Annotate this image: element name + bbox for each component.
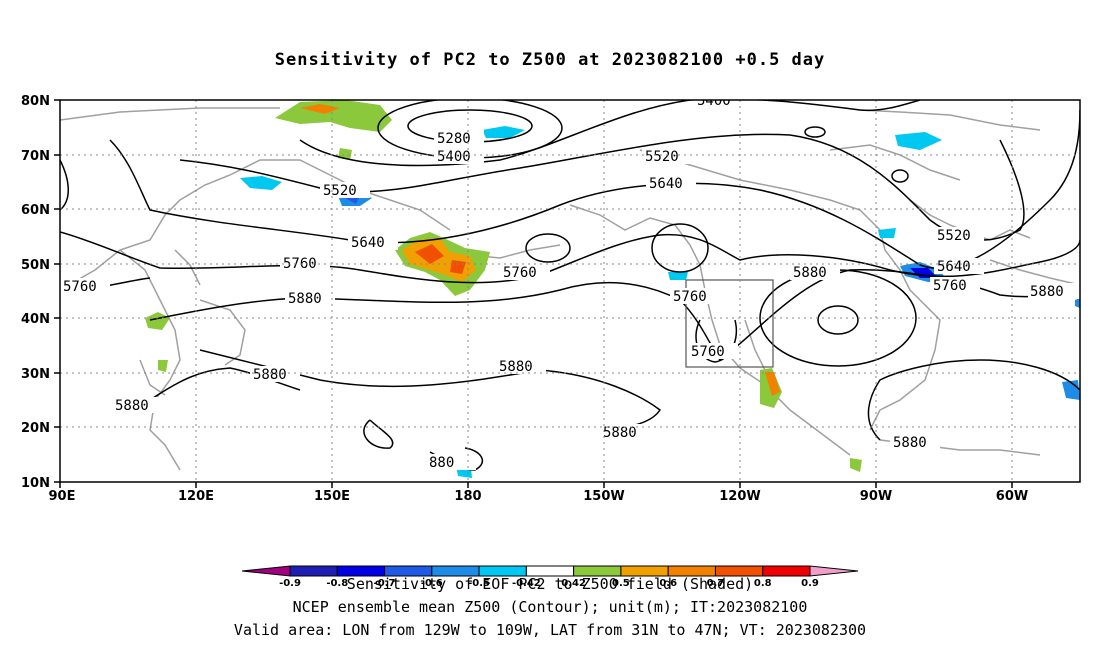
contour-label: 5760 — [933, 278, 967, 294]
contour-label: 5760 — [673, 289, 707, 305]
colorbar — [241, 565, 859, 577]
colorbar-tick-label: 0.6 — [659, 578, 677, 589]
shading-blob — [482, 126, 525, 138]
contour-5760-c — [695, 319, 737, 363]
colorbar-tick-label: -0.5 — [468, 578, 490, 589]
contour-5400 — [299, 100, 921, 167]
contour-5760-closed-b — [651, 223, 709, 273]
contour-label: 5520 — [323, 183, 357, 199]
lat-label: 30N — [21, 367, 50, 382]
contour-label: 5880 — [1030, 284, 1064, 300]
shading-blob — [895, 132, 942, 150]
sensitivity-shading — [145, 100, 1080, 478]
gridlines — [60, 100, 1080, 482]
caption-shading: Sensitivity of EOF PC2 to Z500 field (Sh… — [346, 575, 754, 593]
contour-5640 — [109, 109, 1080, 269]
contour-label: 5880 — [253, 367, 287, 383]
coastlines — [60, 107, 1080, 471]
contour-label: 5760 — [63, 279, 97, 295]
shading-blob — [765, 372, 780, 396]
contour-5760-closed-a — [525, 233, 571, 263]
contour-5910-closed — [817, 305, 859, 335]
colorbar-tick-labels: -0.9 -0.8 -0.7 -0.6 -0.5 -0.42 0.42 0.5 0.6 0.7 0.… — [279, 578, 819, 589]
lat-label: 70N — [21, 149, 50, 164]
shading-blob — [240, 176, 282, 190]
contour-label: 5880 — [288, 291, 322, 307]
z500-contours — [60, 100, 1080, 471]
lon-label: 60W — [996, 489, 1028, 504]
colorbar-tick-label: 0.9 — [801, 578, 819, 589]
contour-label: 5880 — [115, 398, 149, 414]
shading-blob — [668, 272, 688, 280]
shading-blob — [145, 312, 170, 330]
colorbar-tick-label: -0.42 — [512, 578, 541, 589]
lon-label: 150E — [314, 489, 350, 504]
colorbar-swatch — [809, 565, 859, 577]
contour-5880-closed — [759, 269, 917, 367]
lon-labels: 90E 120E 150E 180 150W 120W 90W 60W — [49, 489, 1029, 504]
lat-label: 20N — [21, 421, 50, 436]
map-frame — [59, 99, 1081, 483]
colorbar-tick-label: -0.7 — [374, 578, 396, 589]
colorbar-tick-label: -0.9 — [279, 578, 301, 589]
lon-label: 120E — [178, 489, 214, 504]
contour-5760 — [60, 231, 1080, 284]
contour-5520 — [179, 133, 1025, 241]
shading-blob — [1075, 298, 1080, 308]
colorbar-tick-label: -0.6 — [421, 578, 443, 589]
contour-label: 5880 — [603, 425, 637, 441]
lat-label: 50N — [21, 258, 50, 273]
contour-label: 5760 — [691, 344, 725, 360]
contour-label: 5760 — [503, 265, 537, 281]
contour-label: 5880 — [499, 359, 533, 375]
lat-label: 40N — [21, 312, 50, 327]
lat-label: 80N — [21, 94, 50, 109]
lon-label: 90E — [49, 489, 76, 504]
colorbar-tick-label: 0.42 — [561, 578, 586, 589]
contour-5880-e — [363, 419, 394, 449]
contour-label: 5640 — [351, 235, 385, 251]
colorbar-tick-label: 0.8 — [754, 578, 772, 589]
shading-blob — [275, 100, 392, 132]
tick-marks — [54, 99, 1013, 488]
contour-labels: 5280 5400 5400 5520 5520 5520 5640 5640 … — [60, 93, 1080, 471]
valid-area-box — [685, 279, 774, 368]
shading-blob — [850, 458, 862, 472]
contour-label: 880 — [429, 455, 454, 471]
contour-label: 5640 — [937, 259, 971, 275]
contour-5460-closed-b — [891, 169, 909, 183]
shading-blob — [300, 104, 340, 114]
shading-blob — [415, 244, 444, 264]
lat-labels: 80N 70N 60N 50N 40N 30N 20N 10N — [21, 94, 50, 491]
lat-label: 60N — [21, 203, 50, 218]
contour-label: 5520 — [645, 149, 679, 165]
colorbar-tick-label: -0.8 — [326, 578, 348, 589]
contour-label: 5760 — [283, 256, 317, 272]
shading-blob — [158, 360, 168, 372]
contour-label: 5640 — [649, 176, 683, 192]
map-title: Sensitivity of PC2 to Z500 at 2023082100… — [274, 50, 826, 70]
contour-label: 5880 — [893, 435, 927, 451]
contour-5880-d — [867, 359, 1080, 441]
lon-label: 180 — [454, 489, 481, 504]
lat-label: 10N — [21, 476, 50, 491]
lon-label: 90W — [860, 489, 892, 504]
contour-label: 5400 — [437, 149, 471, 165]
colorbar-tick-label: 0.7 — [707, 578, 725, 589]
contour-5460-closed — [804, 126, 826, 138]
colorbar-tick-label: 0.5 — [612, 578, 630, 589]
contour-label: 5280 — [437, 131, 471, 147]
caption-contour: NCEP ensemble mean Z500 (Contour); unit(… — [292, 598, 808, 616]
shading-blob — [878, 228, 896, 238]
caption-valid-area: Valid area: LON from 129W to 109W, LAT f… — [233, 621, 867, 639]
contour-label: 5400 — [697, 93, 731, 109]
lon-label: 150W — [583, 489, 624, 504]
lon-label: 120W — [719, 489, 760, 504]
contour-label: 5880 — [793, 265, 827, 281]
contour-5880-b — [199, 349, 662, 430]
contour-label: 5520 — [937, 228, 971, 244]
contour-coast-w — [60, 159, 69, 211]
